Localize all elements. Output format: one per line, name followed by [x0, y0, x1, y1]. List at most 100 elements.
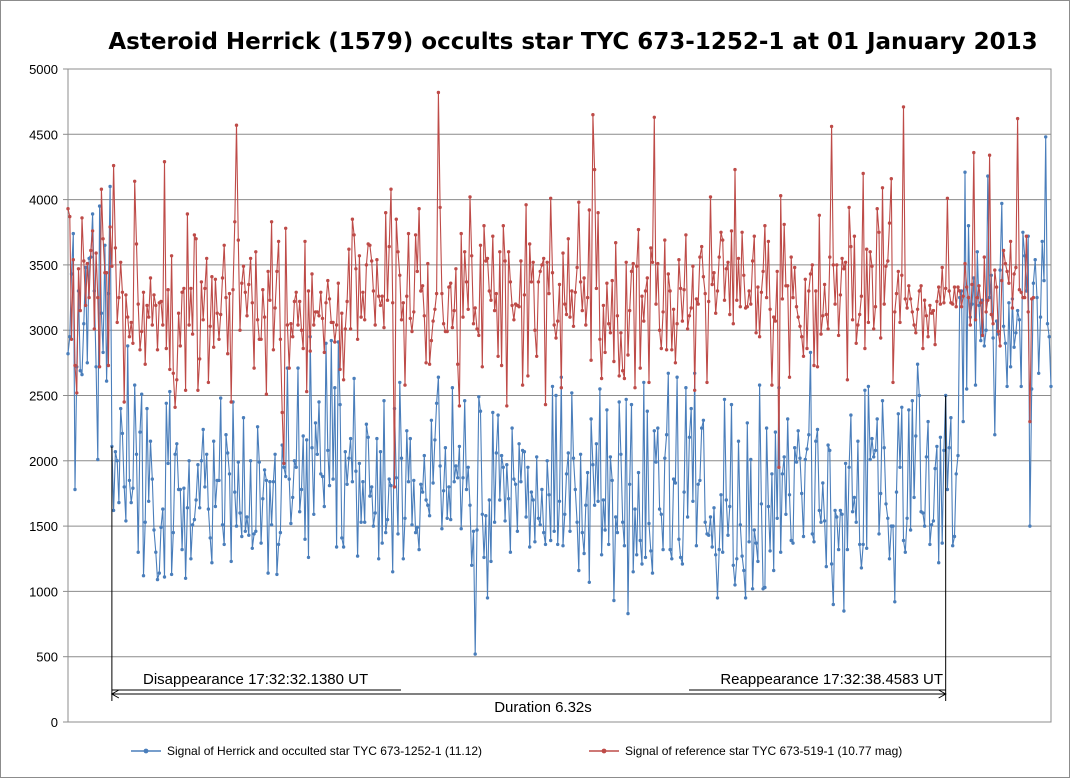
series-0-point [570, 391, 574, 395]
series-0-point [566, 451, 570, 455]
series-0-point [391, 570, 395, 574]
series-1-point [512, 318, 516, 322]
series-0-point [113, 450, 118, 454]
series-1-point [278, 337, 283, 341]
series-0-point [752, 528, 756, 532]
series-0-point [327, 483, 332, 488]
series-0-point [905, 516, 909, 520]
series-1-point [861, 171, 865, 176]
series-1-point [789, 255, 793, 259]
series-1-point [299, 328, 304, 332]
series-1-point [463, 250, 467, 254]
series-0-point [262, 468, 267, 472]
series-1-point [733, 167, 737, 172]
series-0-point [931, 519, 936, 523]
series-1-point [389, 187, 393, 191]
series-0-point [598, 387, 602, 391]
series-1-point [596, 211, 600, 215]
series-1-point [779, 194, 783, 198]
series-0-point [345, 482, 349, 486]
series-0-point [83, 265, 88, 270]
series-0-point [1035, 295, 1039, 300]
series-0-point [619, 452, 623, 456]
series-0-point [401, 557, 405, 561]
series-0-point [745, 421, 749, 425]
series-0-point [951, 544, 955, 548]
series-1-point [461, 315, 465, 319]
series-0-point [875, 417, 879, 421]
series-1-point [115, 320, 119, 325]
series-0-point [629, 402, 634, 407]
series-0-point [908, 528, 913, 532]
series-1-point [445, 329, 449, 334]
series-0-point [203, 485, 207, 489]
series-0-point [447, 485, 451, 489]
event-annotations: Disappearance 17:32:32.1380 UT Reappeara… [110, 395, 947, 716]
series-0-point [736, 439, 741, 443]
series-1-point [247, 282, 251, 287]
series-1-point [929, 311, 934, 315]
series-0-point [896, 412, 900, 416]
series-1-point [563, 302, 567, 306]
series-0-point [684, 386, 688, 390]
series-1-point [831, 263, 835, 267]
series-1-point [110, 264, 114, 268]
series-0-point [252, 532, 256, 536]
series-1-point [391, 301, 395, 305]
series-0-point [484, 514, 488, 518]
series-1-point [533, 328, 537, 332]
series-0-point [433, 438, 437, 442]
series-0-point [986, 174, 990, 178]
series-0-point [671, 477, 676, 481]
series-0-point [145, 406, 149, 411]
series-1-point [254, 250, 258, 254]
series-0-point [241, 416, 246, 420]
series-0-point [628, 482, 632, 486]
series-1-point [564, 312, 569, 317]
series-1-point [663, 238, 667, 242]
series-1-point [131, 341, 135, 345]
series-0-point [829, 562, 834, 566]
series-0-point [515, 529, 520, 533]
series-1-point [573, 290, 577, 294]
series-1-point [308, 349, 312, 353]
series-0-point [910, 399, 914, 403]
series-0-point [519, 480, 523, 484]
series-1-point [550, 271, 555, 275]
series-0-point [843, 461, 848, 466]
ytick-label-2500: 2500 [29, 389, 58, 404]
series-0-point [194, 498, 198, 502]
series-1-point [155, 348, 160, 352]
ytick-label-4000: 4000 [29, 193, 58, 208]
series-1-point [1017, 288, 1022, 292]
series-1-point [989, 312, 993, 317]
series-0-point [334, 545, 339, 549]
series-0-point [786, 417, 790, 421]
series-1-point [491, 234, 495, 238]
ytick-label-1500: 1500 [29, 519, 58, 534]
series-0-point [817, 508, 821, 513]
series-0-point [212, 439, 216, 443]
series-1-point [104, 271, 109, 275]
series-0-point [273, 452, 277, 456]
series-0-point [301, 434, 305, 438]
series-1-point [147, 315, 151, 319]
series-0-point [707, 533, 711, 537]
series-0-point [928, 542, 932, 547]
series-1-point [487, 289, 491, 293]
series-1-point [896, 269, 900, 274]
series-1-point [305, 389, 309, 394]
series-1-point [259, 337, 263, 341]
series-1-point [566, 237, 570, 241]
series-1-point [859, 294, 864, 298]
series-0-point [505, 463, 509, 467]
series-1-point [340, 311, 344, 315]
series-1-point [826, 327, 830, 331]
series-1-point [506, 250, 511, 254]
series-1-point [850, 318, 855, 322]
series-1-point [675, 322, 679, 326]
series-0-point [245, 515, 249, 519]
series-0-point [240, 534, 244, 539]
series-0-point [650, 571, 655, 575]
series-1-point [970, 282, 974, 287]
